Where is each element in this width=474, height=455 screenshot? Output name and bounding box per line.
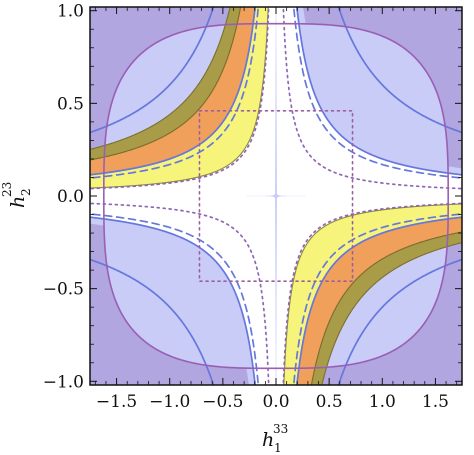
- contour-curve-2-quadrant-1: [295, 7, 462, 176]
- x-tick-label: 0.5: [316, 392, 343, 412]
- x-tick-label: −0.5: [202, 392, 243, 412]
- y-axis-label-base: h: [7, 196, 29, 208]
- centre-region-quadrant-4: [276, 196, 462, 385]
- centre-region-quadrant-3: [90, 196, 276, 385]
- contour-curve-1-quadrant-3: [90, 258, 215, 385]
- contour-curve-5: [198, 109, 354, 283]
- contour-curve-2-quadrant-2: [90, 7, 257, 176]
- inner-region-fill: [103, 23, 449, 369]
- contour-curve-4-quadrant-2: [90, 7, 270, 190]
- y-tick-label: 0.5: [57, 94, 84, 114]
- x-tick-label: −1.5: [96, 392, 137, 412]
- y-axis-label-superscript: 23: [0, 182, 14, 197]
- x-tick-label: 1.5: [422, 392, 449, 412]
- plot-area: [90, 7, 462, 385]
- contour-curve-1-quadrant-4: [337, 258, 462, 385]
- contour-curve-3-quadrant-2: [90, 7, 260, 179]
- x-axis-label-base: h: [262, 429, 274, 451]
- contour-curve-3-quadrant-4: [292, 213, 462, 385]
- contour-curve-4-quadrant-1: [282, 7, 462, 190]
- centre-region-quadrant-2: [90, 7, 276, 196]
- contour-curve-1-quadrant-1: [337, 7, 462, 134]
- y-tick-label: 0.0: [57, 187, 84, 207]
- contour-curve-1-quadrant-2: [90, 7, 215, 134]
- y-axis-label: h 23 2: [0, 182, 33, 208]
- x-tick-label: 0.0: [262, 392, 289, 412]
- contour-curve-4-quadrant-3: [90, 202, 270, 385]
- band-3-quadrant-4: [310, 231, 462, 385]
- x-axis-label-superscript: 33: [273, 422, 288, 436]
- outer-contour-line: [103, 22, 449, 370]
- contour-curve-4-quadrant-4: [282, 202, 462, 385]
- contour-curve-3-quadrant-1: [292, 7, 462, 179]
- y-tick-label: −1.0: [43, 372, 84, 392]
- band-3-quadrant-2: [90, 7, 242, 161]
- y-tick-label: −0.5: [43, 280, 84, 300]
- x-tick-label: −1.0: [149, 392, 190, 412]
- centre-region-quadrant-1: [276, 7, 462, 196]
- contour-curve-3-quadrant-3: [90, 213, 260, 385]
- x-tick-label: 1.0: [369, 392, 396, 412]
- axis-ticks: −1.5 −1.0 −0.5 0.0 0.5 1.0 1.5 −1.0 −0.5 0.0 0.5 1.…: [43, 2, 462, 412]
- contour-curve-2-quadrant-4: [295, 216, 462, 385]
- y-tick-label: 1.0: [57, 2, 84, 22]
- y-axis-label-subscript: 2: [19, 188, 33, 196]
- contour-curve-2-quadrant-3: [90, 216, 257, 385]
- x-axis-label: h 33 1: [262, 422, 288, 455]
- x-axis-label-subscript: 1: [274, 441, 282, 455]
